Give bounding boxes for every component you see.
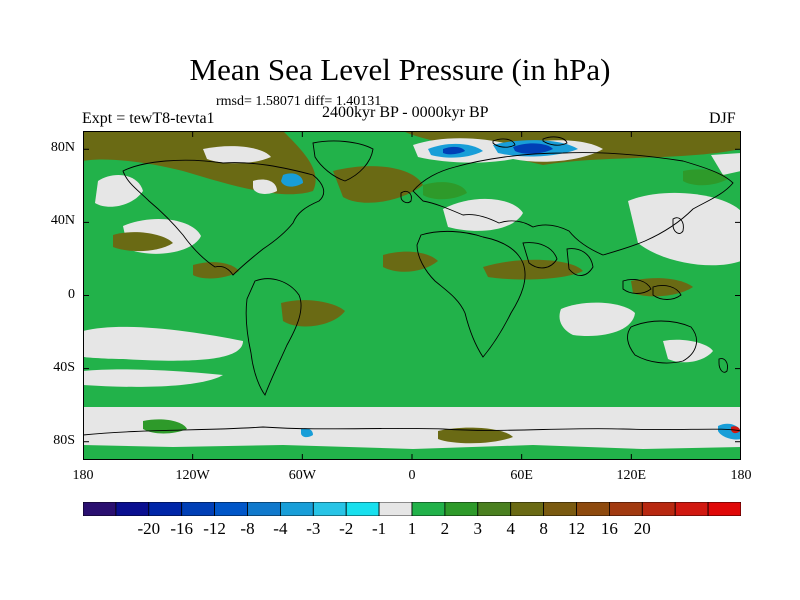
experiment-label: Expt = tewT8-tevta1 <box>82 110 215 127</box>
colorbar-label: 16 <box>600 519 618 538</box>
longitude-label: 60E <box>510 468 533 483</box>
colorbar-segment <box>115 502 150 516</box>
colorbar-segment <box>214 502 248 516</box>
colorbar-label: 20 <box>633 519 651 538</box>
longitude-label: 180 <box>72 468 94 483</box>
colorbar-segment <box>378 502 413 516</box>
colorbar-segment <box>674 502 709 516</box>
colorbar-label: -16 <box>170 519 194 538</box>
colorbar-segment <box>444 502 479 516</box>
colorbar-segment <box>411 502 446 516</box>
colorbar-segment <box>312 502 347 516</box>
period-label: 2400kyr BP - 0000kyr BP <box>322 104 489 121</box>
longitude-label: 120E <box>616 468 647 483</box>
colorbar-segment <box>510 502 545 516</box>
tick-marks <box>83 131 741 460</box>
latitude-label: 0 <box>68 286 75 302</box>
colorbar-segment <box>83 502 117 516</box>
colorbar-segment <box>345 502 380 516</box>
colorbar-label: -4 <box>273 519 288 538</box>
latitude-label: 80N <box>50 140 75 156</box>
colorbar-segment <box>279 502 314 516</box>
longitude-label: 120W <box>175 468 210 483</box>
colorbar-label: -1 <box>372 519 387 538</box>
pressure-difference-map <box>83 131 741 460</box>
season-label: DJF <box>709 110 736 127</box>
colorbar-label: 1 <box>407 519 417 538</box>
latitude-label: 40S <box>53 359 75 375</box>
longitude-label: 180 <box>730 468 752 483</box>
colorbar-label: -8 <box>240 519 255 538</box>
high-positive-spot <box>731 426 740 434</box>
colorbar-label: 2 <box>440 519 450 538</box>
colorbar-label: -12 <box>203 519 226 538</box>
coastlines <box>83 136 741 436</box>
colorbar-label: 4 <box>506 519 515 538</box>
colorbar-label: 8 <box>539 519 548 538</box>
chart-title: Mean Sea Level Pressure (in hPa) <box>189 52 611 87</box>
colorbar-segment <box>148 502 183 516</box>
colorbar <box>83 502 741 516</box>
longitude-label: 0 <box>408 468 416 483</box>
colorbar-segment <box>247 502 281 516</box>
colorbar-label: -3 <box>306 519 321 538</box>
stats-text: rmsd= 1.58071 diff= 1.40131 <box>216 94 382 109</box>
colorbar-label: -2 <box>339 519 354 538</box>
colorbar-segment <box>477 502 512 516</box>
colorbar-label: -20 <box>137 519 161 538</box>
colorbar-segment <box>576 502 610 516</box>
latitude-label: 40N <box>50 213 75 229</box>
latitude-label: 80S <box>53 432 75 448</box>
colorbar-segment <box>707 502 741 516</box>
colorbar-segment <box>543 502 577 516</box>
colorbar-segment <box>181 502 215 516</box>
colorbar-segment <box>641 502 676 516</box>
colorbar-segment <box>609 502 643 516</box>
colorbar-label: 3 <box>473 519 483 538</box>
longitude-label: 60W <box>288 468 316 483</box>
colorbar-label: 12 <box>568 519 585 538</box>
